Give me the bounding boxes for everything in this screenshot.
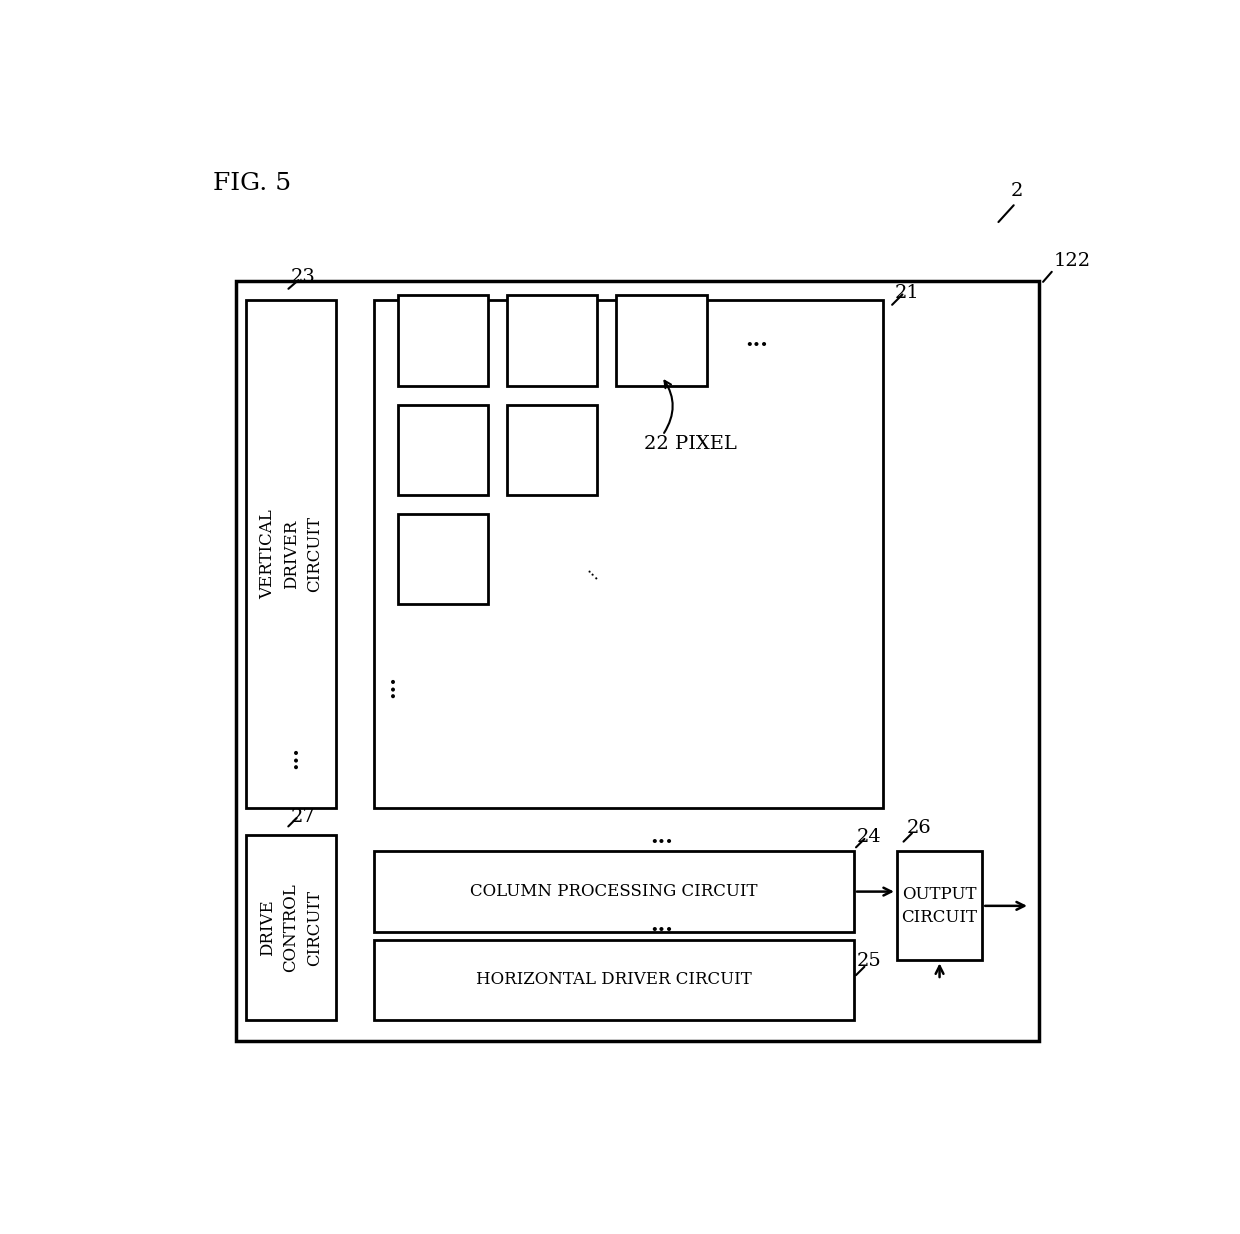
Text: DRIVE
CONTROL
CIRCUIT: DRIVE CONTROL CIRCUIT bbox=[259, 884, 324, 972]
Bar bbox=[374, 851, 854, 932]
Bar bbox=[246, 835, 336, 1021]
Text: ...: ... bbox=[280, 747, 303, 769]
Bar bbox=[398, 295, 489, 385]
Bar bbox=[616, 295, 707, 385]
Text: ...: ... bbox=[651, 914, 673, 937]
Bar bbox=[374, 939, 854, 1021]
Bar bbox=[507, 295, 598, 385]
Text: 24: 24 bbox=[857, 828, 882, 847]
Bar bbox=[897, 851, 982, 960]
Text: ···: ··· bbox=[579, 565, 601, 589]
Text: 21: 21 bbox=[895, 284, 920, 302]
Text: 23: 23 bbox=[291, 268, 316, 286]
Text: 22 PIXEL: 22 PIXEL bbox=[644, 436, 737, 453]
Text: 2: 2 bbox=[1011, 183, 1023, 200]
Bar bbox=[398, 405, 489, 495]
Text: 27: 27 bbox=[291, 807, 316, 826]
Text: COLUMN PROCESSING CIRCUIT: COLUMN PROCESSING CIRCUIT bbox=[470, 884, 758, 900]
Text: OUTPUT
CIRCUIT: OUTPUT CIRCUIT bbox=[901, 886, 977, 926]
Text: FIG. 5: FIG. 5 bbox=[213, 172, 291, 195]
Text: ...: ... bbox=[377, 675, 399, 697]
Text: 122: 122 bbox=[1054, 252, 1091, 270]
Bar bbox=[246, 300, 336, 808]
Bar bbox=[507, 405, 598, 495]
Bar bbox=[237, 281, 1039, 1041]
Text: 26: 26 bbox=[906, 819, 931, 837]
Text: ...: ... bbox=[745, 329, 768, 352]
Text: 25: 25 bbox=[857, 953, 882, 970]
Text: VERTICAL
DRIVER
CIRCUIT: VERTICAL DRIVER CIRCUIT bbox=[259, 510, 324, 600]
Bar bbox=[374, 300, 883, 808]
Text: ...: ... bbox=[651, 826, 673, 848]
Bar bbox=[398, 513, 489, 605]
Text: HORIZONTAL DRIVER CIRCUIT: HORIZONTAL DRIVER CIRCUIT bbox=[476, 971, 751, 988]
